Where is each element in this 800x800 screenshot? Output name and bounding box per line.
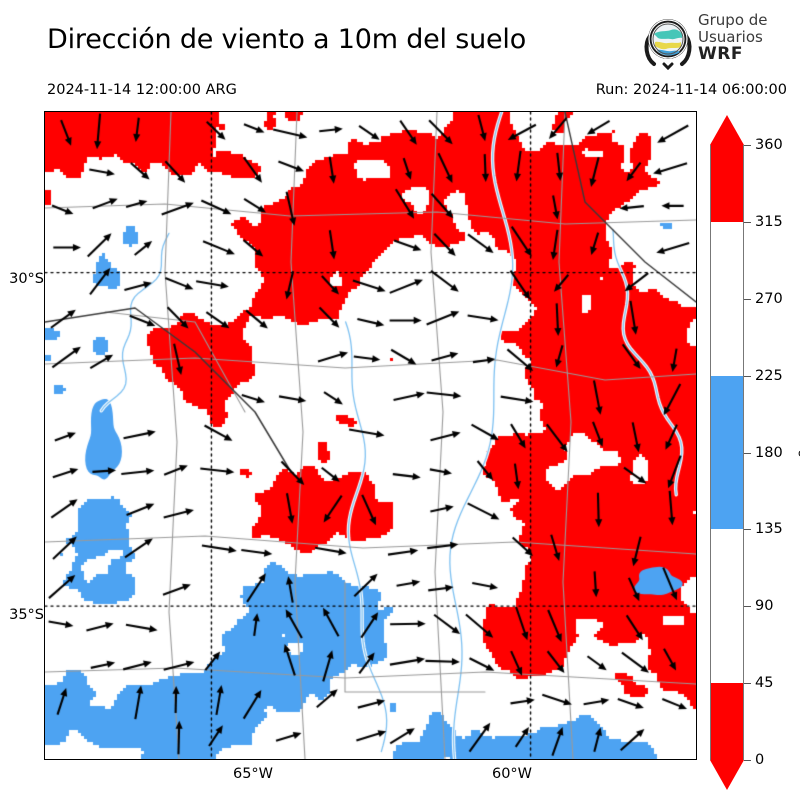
colorbar-extend-top-arrow <box>710 115 744 145</box>
lat-tick-label: 30°S <box>9 271 44 287</box>
logo-text: Grupo de Usuarios WRF <box>698 12 794 63</box>
colorbar-tick-mark <box>744 760 751 761</box>
colorbar-tick-label: 180 <box>755 444 783 461</box>
colorbar-tick-mark <box>744 375 751 377</box>
logo-line-1: Grupo de <box>698 11 768 29</box>
colorbar-extend-bottom-arrow <box>710 760 744 790</box>
colorbar-tick-mark <box>744 221 751 223</box>
colorbar-tick-label: 360 <box>755 137 783 153</box>
colorbar-segment <box>711 145 743 222</box>
colorbar-gradient <box>710 145 744 760</box>
colorbar-tick-label: 90 <box>755 598 774 615</box>
colorbar-unit-label: o <box>798 446 800 459</box>
colorbar-segment <box>711 529 743 684</box>
wrf-user-group-logo: Grupo de Usuarios WRF <box>640 12 795 72</box>
colorbar-tick-label: 315 <box>755 213 783 230</box>
colorbar-segment <box>711 683 743 760</box>
logo-line-2: Usuarios <box>698 28 763 46</box>
colorbar-tick-label: 225 <box>755 367 783 384</box>
map-plot-frame <box>44 111 697 760</box>
colorbar: 360 315 270 225 180 135 90 45 0 o <box>710 115 800 790</box>
lon-tick-label: 65°W <box>232 766 274 782</box>
colorbar-tick-label: 135 <box>755 521 783 538</box>
colorbar-tick-mark <box>744 145 751 146</box>
colorbar-segment <box>711 221 743 376</box>
colorbar-tick-mark <box>744 452 751 454</box>
lon-tick-label: 60°W <box>491 766 533 782</box>
colorbar-tick-label: 45 <box>755 675 774 692</box>
run-time-label: Run: 2024-11-14 06:00:00 <box>595 82 787 98</box>
lat-tick-label: 35°S <box>9 607 44 623</box>
wind-direction-map <box>45 112 696 759</box>
colorbar-tick-mark <box>744 683 751 685</box>
page-title: Dirección de viento a 10m del suelo <box>47 24 527 55</box>
globe-emblem-icon <box>640 14 696 71</box>
colorbar-tick-mark <box>744 298 751 300</box>
valid-time-label: 2024-11-14 12:00:00 ARG <box>47 82 237 98</box>
colorbar-tick-label: 270 <box>755 290 783 307</box>
colorbar-tick-mark <box>744 606 751 608</box>
logo-line-3: WRF <box>698 44 743 64</box>
colorbar-tick-mark <box>744 529 751 531</box>
colorbar-tick-label: 0 <box>755 752 765 768</box>
colorbar-segment <box>711 375 743 530</box>
